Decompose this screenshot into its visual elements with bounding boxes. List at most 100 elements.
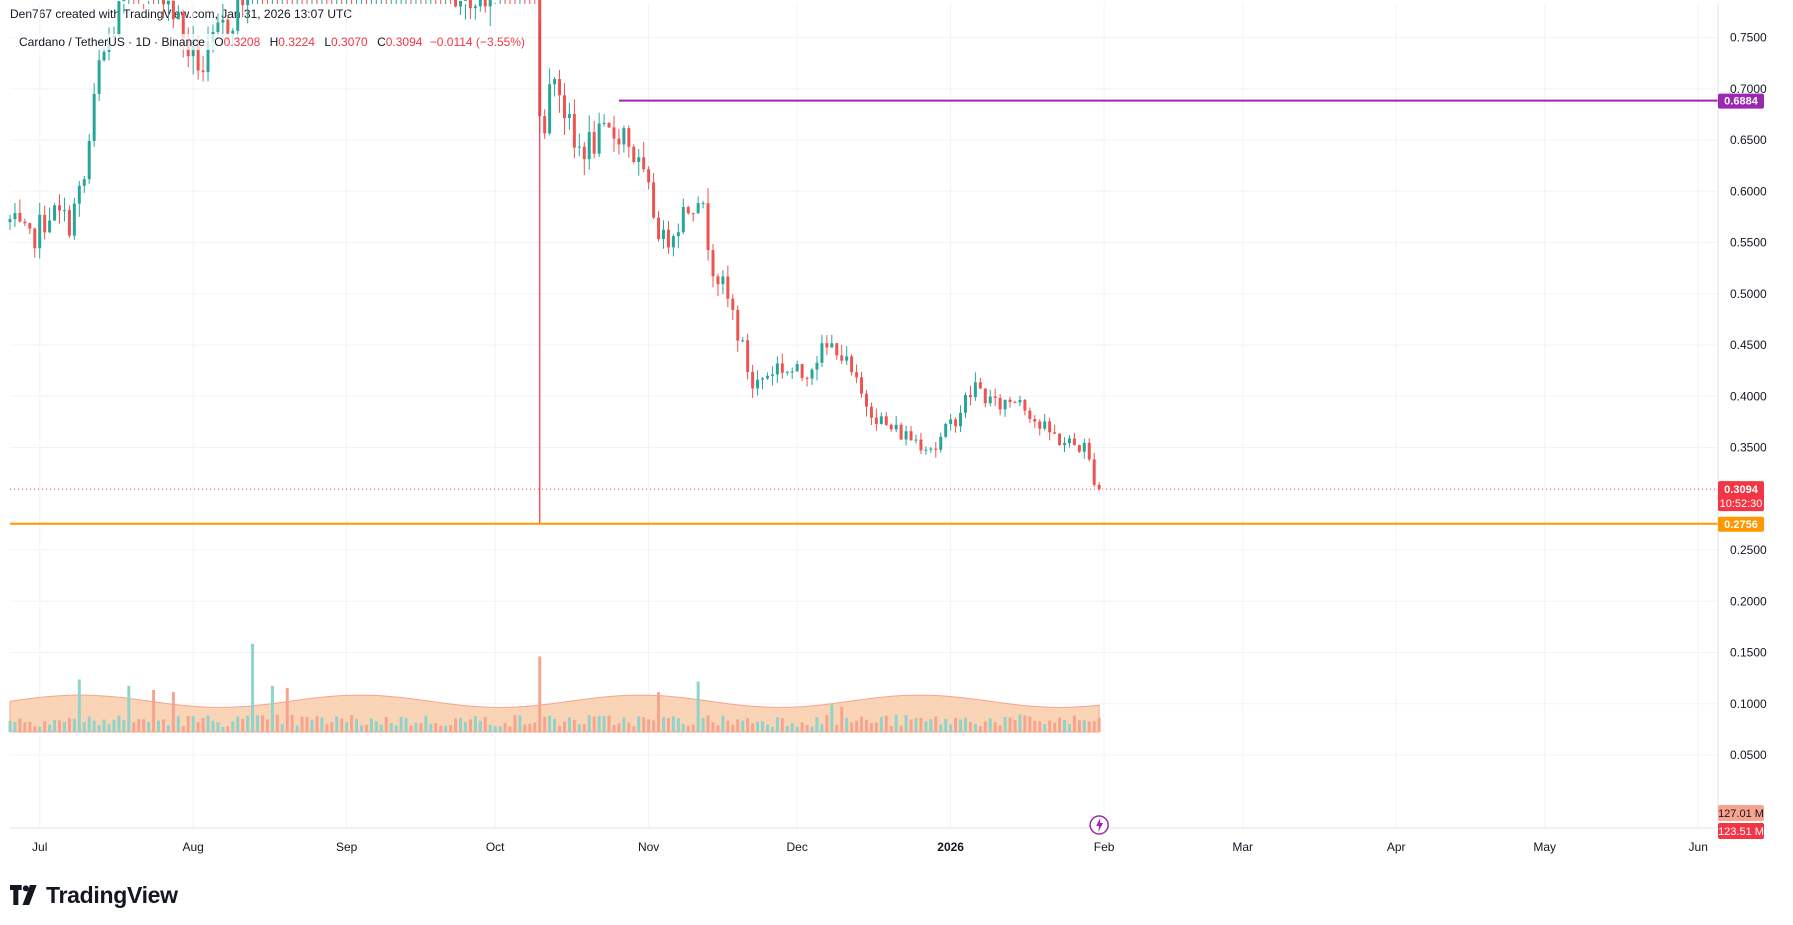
volume-bar bbox=[374, 721, 378, 732]
candle-body bbox=[543, 116, 547, 134]
volume-bar bbox=[765, 724, 769, 732]
candle-body bbox=[666, 229, 670, 248]
volume-bar bbox=[364, 724, 368, 732]
volume-bar bbox=[978, 726, 982, 732]
chart-caption: Den767 created with TradingView.com, Jan… bbox=[10, 7, 352, 21]
candle-body bbox=[761, 378, 764, 380]
volume-bar bbox=[518, 715, 522, 732]
volume-bar bbox=[770, 726, 774, 732]
volume-bar bbox=[884, 715, 888, 732]
candle-body bbox=[815, 362, 819, 370]
volume-bar bbox=[389, 723, 393, 732]
candle-body bbox=[686, 207, 690, 214]
candle-body bbox=[82, 179, 86, 186]
volume-bar bbox=[384, 716, 388, 732]
volume-bar bbox=[468, 719, 472, 732]
volume-bar bbox=[869, 723, 873, 732]
candle-body bbox=[62, 210, 66, 212]
volume-bar bbox=[716, 725, 720, 732]
volume-bar bbox=[706, 715, 710, 732]
volume-bar bbox=[840, 706, 844, 732]
candle-body bbox=[28, 223, 32, 229]
volume-bar bbox=[835, 724, 839, 732]
candle-body bbox=[864, 393, 868, 407]
candle-body bbox=[691, 213, 695, 215]
volume-bar bbox=[310, 719, 314, 732]
volume-bar bbox=[33, 726, 37, 732]
volume-bar bbox=[800, 722, 804, 732]
candle-body bbox=[855, 372, 859, 378]
candle-body bbox=[770, 374, 774, 376]
candle-body bbox=[746, 340, 750, 373]
volume-bar bbox=[280, 724, 284, 732]
symbol-name[interactable]: Cardano / TetherUS · 1D · Binance bbox=[19, 35, 205, 49]
volume-bar bbox=[558, 725, 562, 732]
candle-body bbox=[478, 0, 482, 7]
candle-body bbox=[1008, 399, 1012, 403]
volume-bar bbox=[394, 725, 398, 732]
volume-bar bbox=[944, 719, 948, 732]
candle-body bbox=[741, 340, 745, 342]
volume-bar bbox=[889, 725, 893, 732]
volume-bar bbox=[850, 722, 854, 732]
last-price-label: 0.3094 bbox=[1724, 484, 1759, 496]
last-price-tag bbox=[1718, 481, 1764, 512]
candle-body bbox=[909, 431, 913, 441]
volume-bar bbox=[231, 721, 235, 732]
candle-body bbox=[602, 122, 606, 124]
volume-bar bbox=[696, 681, 700, 732]
volume-bar bbox=[874, 722, 878, 732]
volume-bar bbox=[751, 723, 755, 732]
volume-bar bbox=[290, 715, 294, 732]
drawing-lines[interactable] bbox=[10, 20, 1718, 525]
volume-bar bbox=[607, 715, 611, 732]
volume-bar bbox=[666, 718, 670, 732]
volume-bar bbox=[201, 717, 205, 732]
horizontal-line-price-tag bbox=[1718, 93, 1764, 109]
candle-body bbox=[18, 213, 22, 222]
candle-body bbox=[13, 213, 17, 220]
candle-body bbox=[226, 19, 230, 34]
axes: 0.7500 0.7000 0.6500 0.6000 0.5500 0.5000 0.45… bbox=[10, 4, 1767, 854]
candle-body bbox=[835, 343, 839, 356]
candle-body bbox=[92, 93, 96, 141]
volume-bar bbox=[533, 722, 537, 732]
volume-bar bbox=[805, 724, 809, 732]
candle-body bbox=[904, 431, 908, 440]
candle-body bbox=[567, 114, 571, 119]
candle-body bbox=[488, 0, 492, 7]
candle-body bbox=[820, 343, 824, 363]
volume-bar bbox=[92, 720, 96, 732]
volume-bar bbox=[369, 718, 373, 732]
volume-bar bbox=[968, 721, 972, 732]
volume-bar bbox=[587, 715, 591, 732]
volume-bar bbox=[246, 715, 250, 732]
candle-body bbox=[72, 203, 76, 236]
open-value: 0.3208 bbox=[223, 35, 261, 49]
candle-body bbox=[968, 395, 972, 398]
volume-bar bbox=[513, 715, 517, 732]
tradingview-brand[interactable]: TradingView bbox=[10, 880, 178, 910]
volume-bar bbox=[1082, 720, 1086, 732]
volume-bar bbox=[662, 717, 665, 732]
candle-body bbox=[241, 0, 245, 6]
x-tick-label: 2026 bbox=[937, 840, 964, 854]
volume-bar bbox=[810, 726, 814, 732]
candle-body bbox=[711, 250, 715, 277]
volume-bar bbox=[166, 725, 170, 732]
candle-body bbox=[681, 207, 685, 233]
volume-bar bbox=[265, 719, 269, 732]
candle-body bbox=[231, 30, 235, 34]
candle-body bbox=[548, 84, 552, 134]
volume-bar bbox=[493, 726, 497, 732]
candle-body bbox=[1018, 399, 1022, 403]
volume-bar bbox=[330, 722, 334, 732]
volume-bar bbox=[523, 724, 527, 732]
volume-bar bbox=[642, 717, 646, 732]
volume-bar bbox=[498, 726, 502, 732]
volume-bar bbox=[815, 717, 819, 732]
candle-body bbox=[696, 203, 700, 214]
volume-bar bbox=[795, 726, 799, 732]
candle-body bbox=[1023, 399, 1027, 411]
